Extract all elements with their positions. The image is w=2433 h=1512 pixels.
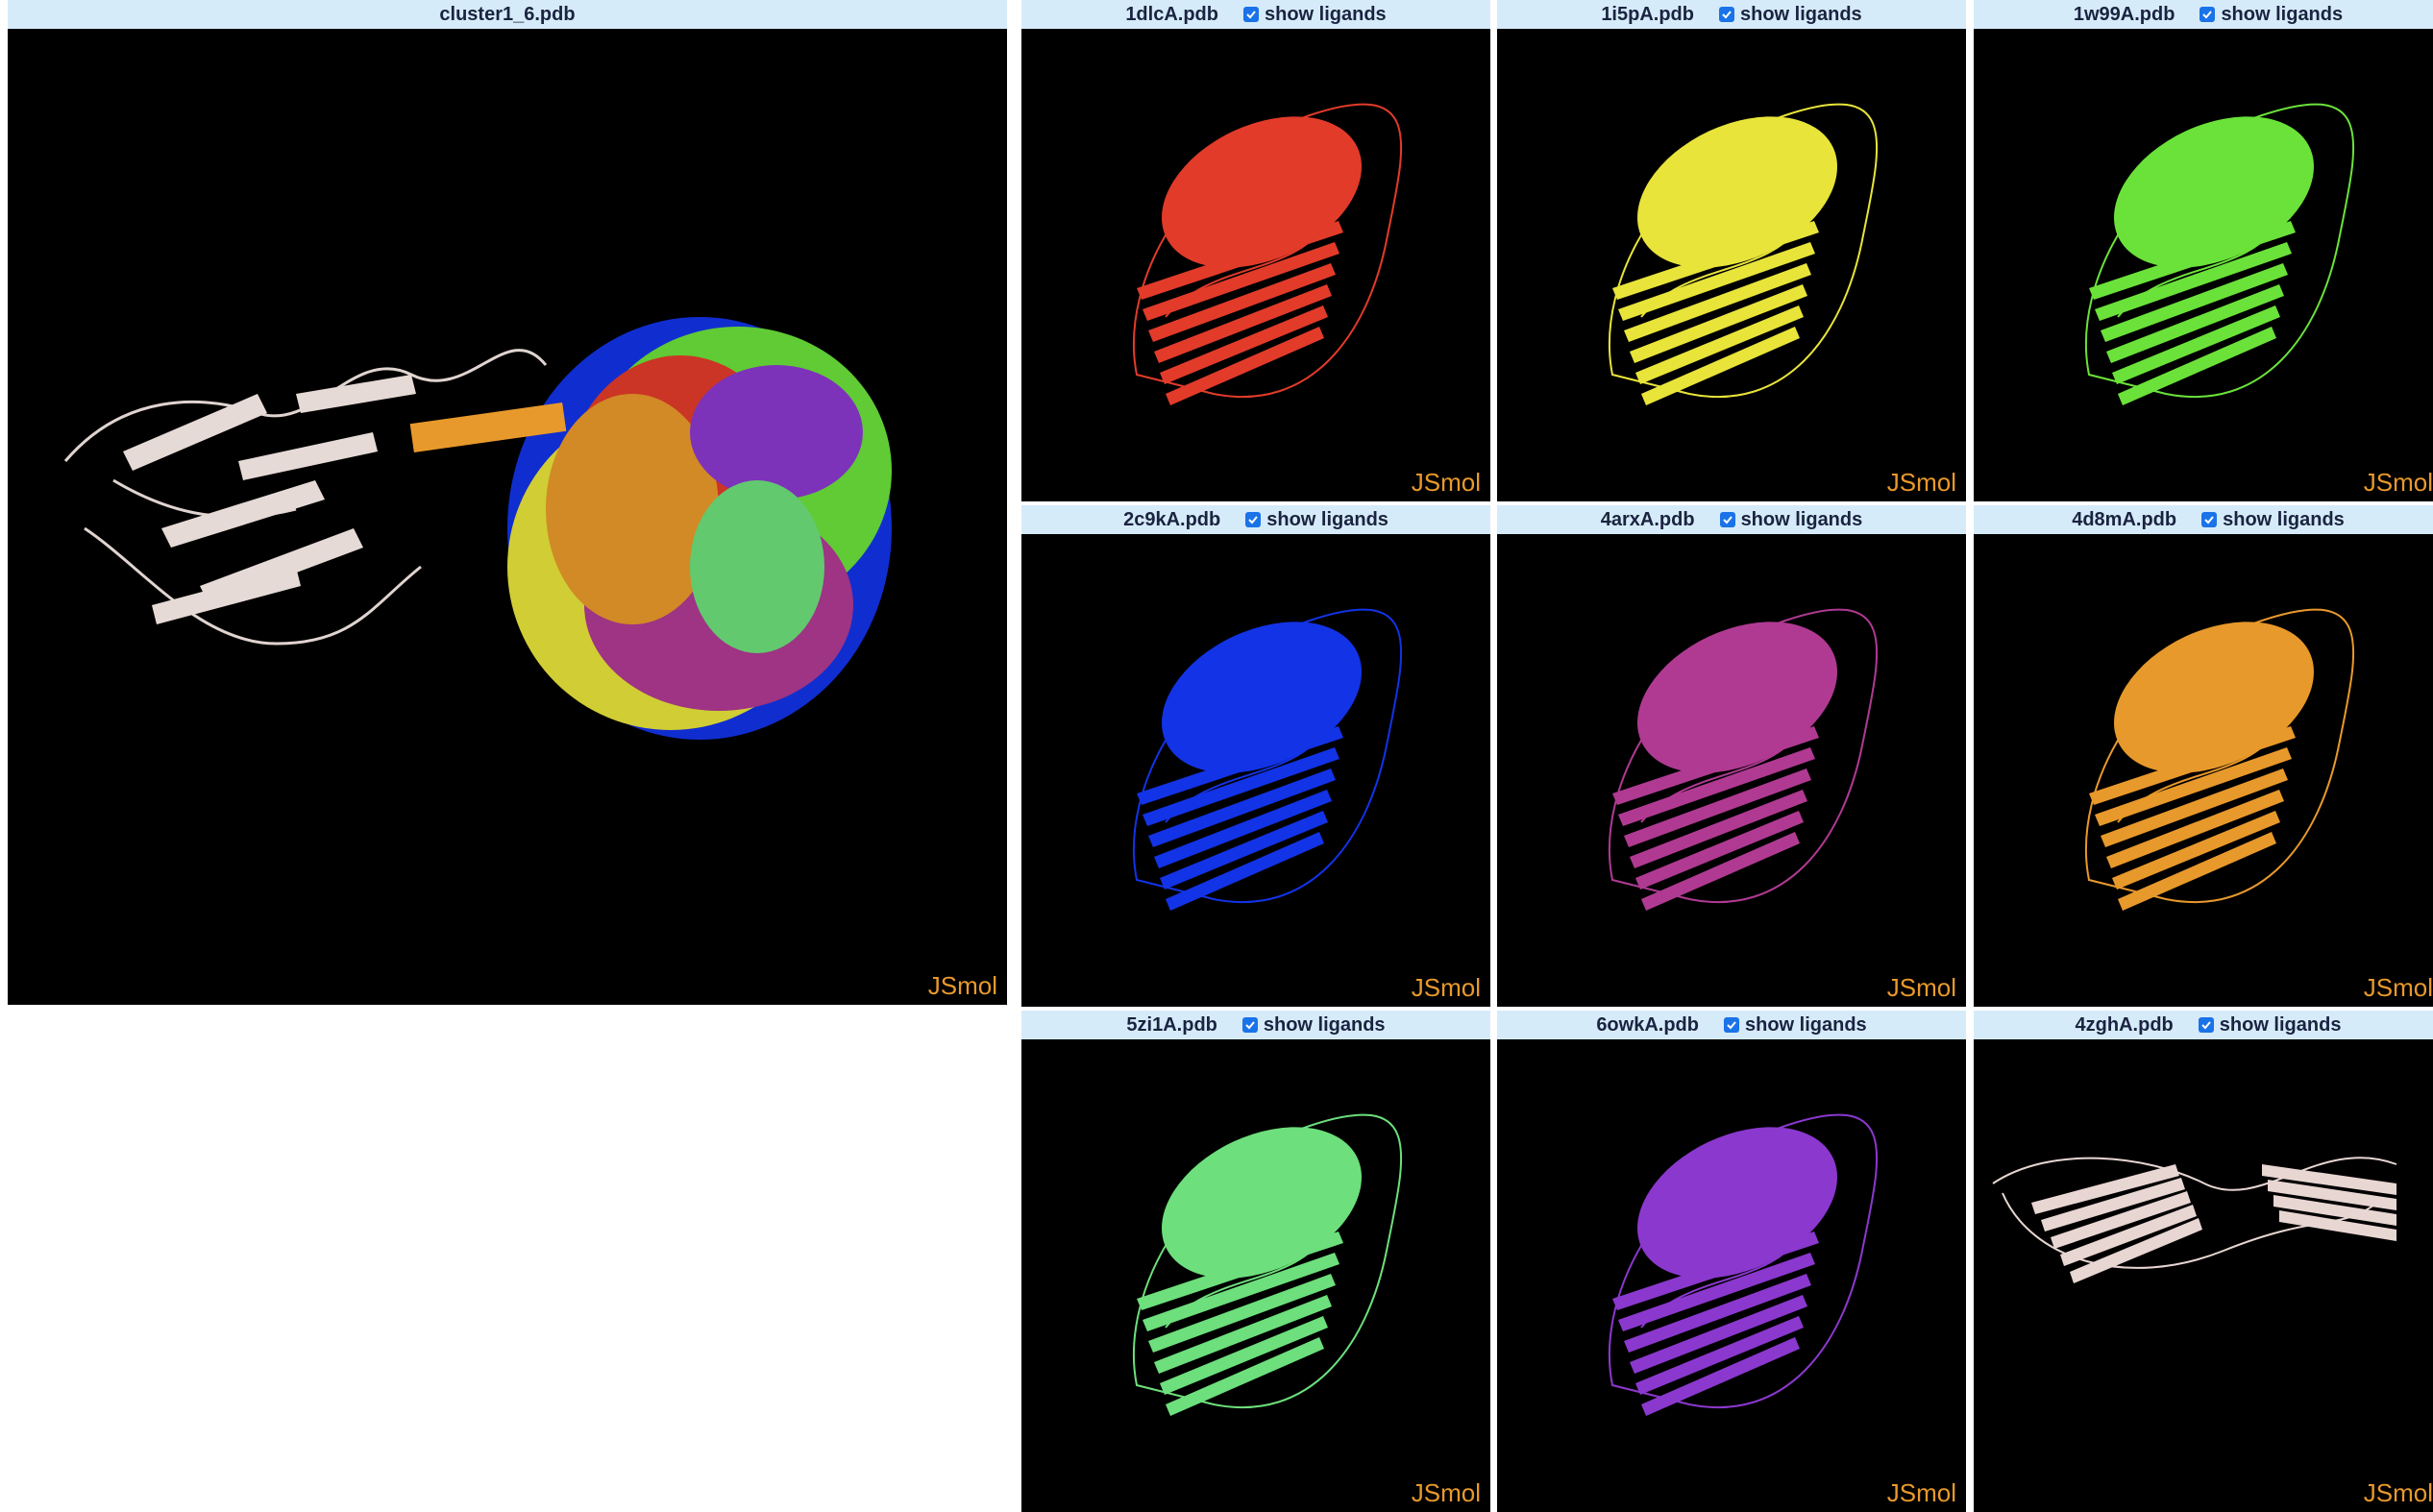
structure-panel: 1dlcA.pdb show ligands JSmol <box>1021 0 1490 501</box>
molecule-canvas[interactable]: JSmol <box>1021 1039 1490 1512</box>
protein-structure-render <box>2084 608 2355 911</box>
show-ligands-checkbox[interactable] <box>2201 512 2218 527</box>
checkmark-icon <box>1248 516 1259 524</box>
show-ligands-toggle[interactable]: show ligands <box>1241 1013 1386 1036</box>
checkmark-icon <box>2202 11 2213 19</box>
show-ligands-label: show ligands <box>1739 3 1862 25</box>
structure-panel-header: 6owkA.pdb show ligands <box>1497 1011 1966 1039</box>
molecule-canvas[interactable]: JSmol <box>1974 534 2433 1007</box>
checkmark-icon <box>2201 1021 2211 1030</box>
show-ligands-label: show ligands <box>2219 1013 2342 1036</box>
protein-structure-render <box>1132 608 1403 911</box>
molecule-canvas[interactable]: JSmol <box>1497 29 1966 501</box>
show-ligands-toggle[interactable]: show ligands <box>1723 1013 1867 1036</box>
structure-panel-header: 1i5pA.pdb show ligands <box>1497 0 1966 29</box>
show-ligands-checkbox[interactable] <box>1723 1017 1739 1033</box>
structure-panel: 1w99A.pdb show ligands JSmol <box>1974 0 2433 501</box>
molecule-canvas[interactable]: JSmol <box>1021 534 1490 1007</box>
show-ligands-label: show ligands <box>1740 508 1863 530</box>
main-viewer-panel: cluster1_6.pdb <box>8 0 1007 1005</box>
molecule-canvas[interactable]: JSmol <box>1974 1039 2433 1512</box>
show-ligands-checkbox[interactable] <box>2200 7 2216 22</box>
jsmol-logo: JSmol <box>2363 973 2433 1002</box>
jsmol-logo: JSmol <box>927 971 997 1000</box>
structure-panel-header: 2c9kA.pdb show ligands <box>1021 505 1490 534</box>
show-ligands-checkbox[interactable] <box>1245 512 1262 527</box>
molecule-canvas[interactable]: JSmol <box>1021 29 1490 501</box>
structure-panel-header: 1dlcA.pdb show ligands <box>1021 0 1490 29</box>
cluster-structure-render <box>63 317 892 740</box>
show-ligands-label: show ligands <box>1744 1013 1867 1036</box>
structure-title: 4arxA.pdb <box>1600 508 1695 530</box>
show-ligands-toggle[interactable]: show ligands <box>1718 3 1862 26</box>
show-ligands-toggle[interactable]: show ligands <box>1719 508 1863 531</box>
protein-structure-render <box>1608 103 1879 405</box>
structure-panel-header: 4zghA.pdb show ligands <box>1974 1011 2433 1039</box>
checkmark-icon <box>1245 1021 1255 1030</box>
structure-title: 2c9kA.pdb <box>1123 508 1221 530</box>
structure-panel-header: 4arxA.pdb show ligands <box>1497 505 1966 534</box>
molecule-canvas[interactable]: JSmol <box>1974 29 2433 501</box>
show-ligands-toggle[interactable]: show ligands <box>2200 4 2343 26</box>
show-ligands-toggle[interactable]: show ligands <box>1245 509 1389 531</box>
structure-panel-header: 4d8mA.pdb show ligands <box>1974 505 2433 534</box>
structure-title: 4zghA.pdb <box>2075 1013 2174 1036</box>
structure-panel: 4d8mA.pdb show ligands JSmol <box>1974 505 2433 1007</box>
protein-structure-render <box>1608 1113 1879 1416</box>
protein-structure-render <box>1132 103 1403 405</box>
structure-panel: 6owkA.pdb show ligands JSmol <box>1497 1011 1966 1512</box>
protein-structure-render <box>1608 608 1879 911</box>
show-ligands-checkbox[interactable] <box>2198 1017 2214 1033</box>
structure-panel: 2c9kA.pdb show ligands JSmol <box>1021 505 1490 1007</box>
show-ligands-label: show ligands <box>2223 508 2345 530</box>
structure-title: 6owkA.pdb <box>1596 1013 1699 1036</box>
molecule-canvas[interactable]: JSmol <box>1497 1039 1966 1512</box>
jsmol-logo: JSmol <box>2363 1478 2433 1507</box>
main-viewer-title: cluster1_6.pdb <box>439 3 576 25</box>
protein-structure-render <box>1992 1157 2397 1283</box>
checkmark-icon <box>2204 516 2214 524</box>
structure-panel-header: 1w99A.pdb show ligands <box>1974 0 2433 29</box>
jsmol-logo: JSmol <box>2363 468 2433 497</box>
jsmol-logo: JSmol <box>1411 468 1481 497</box>
structure-title: 1i5pA.pdb <box>1601 3 1694 25</box>
show-ligands-checkbox[interactable] <box>1719 512 1735 527</box>
structure-panel: 4zghA.pdb show ligands JSmol <box>1974 1011 2433 1512</box>
jsmol-logo: JSmol <box>1411 973 1481 1002</box>
show-ligands-label: show ligands <box>2221 3 2344 25</box>
jsmol-logo: JSmol <box>1886 973 1956 1002</box>
show-ligands-toggle[interactable]: show ligands <box>1242 3 1387 26</box>
protein-structure-render <box>1132 1113 1403 1416</box>
show-ligands-label: show ligands <box>1266 508 1389 530</box>
protein-structure-render <box>2084 103 2355 405</box>
checkmark-icon <box>1722 516 1733 524</box>
structure-title: 5zi1A.pdb <box>1126 1013 1217 1036</box>
structure-title: 1dlcA.pdb <box>1125 3 1218 25</box>
structure-title: 4d8mA.pdb <box>2072 508 2177 530</box>
show-ligands-label: show ligands <box>1263 1013 1386 1036</box>
show-ligands-checkbox[interactable] <box>1241 1017 1258 1033</box>
checkmark-icon <box>1727 1021 1736 1030</box>
show-ligands-checkbox[interactable] <box>1242 7 1259 22</box>
checkmark-icon <box>1722 11 1732 19</box>
jsmol-logo: JSmol <box>1886 468 1956 497</box>
show-ligands-toggle[interactable]: show ligands <box>2198 1013 2342 1036</box>
main-viewer-header: cluster1_6.pdb <box>8 0 1007 29</box>
show-ligands-toggle[interactable]: show ligands <box>2201 509 2345 531</box>
checkmark-icon <box>1246 11 1256 19</box>
jsmol-logo: JSmol <box>1411 1478 1481 1507</box>
show-ligands-label: show ligands <box>1264 3 1387 25</box>
structure-title: 1w99A.pdb <box>2073 3 2175 25</box>
structure-panel: 5zi1A.pdb show ligands JSmol <box>1021 1011 1490 1512</box>
jsmol-logo: JSmol <box>1886 1478 1956 1507</box>
structure-panel: 1i5pA.pdb show ligands JSmol <box>1497 0 1966 501</box>
structure-panel-header: 5zi1A.pdb show ligands <box>1021 1011 1490 1039</box>
structure-panel: 4arxA.pdb show ligands JSmol <box>1497 505 1966 1007</box>
main-molecule-canvas[interactable]: JSmol <box>8 29 1007 1005</box>
show-ligands-checkbox[interactable] <box>1718 7 1734 22</box>
molecule-canvas[interactable]: JSmol <box>1497 534 1966 1007</box>
